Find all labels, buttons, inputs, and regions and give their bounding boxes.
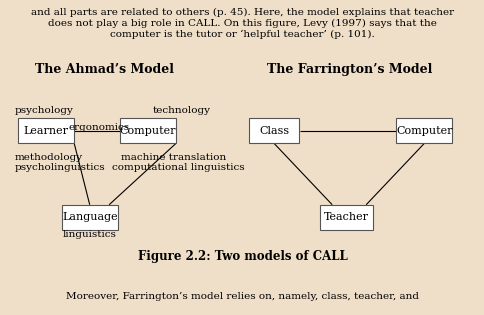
Text: psychology: psychology xyxy=(15,106,73,115)
Text: and all parts are related to others (p. 45). Here, the model explains that teach: and all parts are related to others (p. … xyxy=(31,8,453,17)
Text: Learner: Learner xyxy=(24,126,68,136)
FancyBboxPatch shape xyxy=(61,205,117,230)
FancyBboxPatch shape xyxy=(18,118,74,143)
Text: Class: Class xyxy=(258,126,288,136)
Text: does not play a big role in CALL. On this figure, Levy (1997) says that the: does not play a big role in CALL. On thi… xyxy=(48,19,436,28)
FancyBboxPatch shape xyxy=(395,118,451,143)
Text: The Ahmad’s Model: The Ahmad’s Model xyxy=(35,63,173,76)
Text: linguistics: linguistics xyxy=(62,230,117,239)
Text: Figure 2.2: Two models of CALL: Figure 2.2: Two models of CALL xyxy=(137,250,347,263)
Text: machine translation: machine translation xyxy=(121,153,226,162)
FancyBboxPatch shape xyxy=(319,205,373,230)
Text: technology: technology xyxy=(152,106,211,115)
Text: Moreover, Farrington’s model relies on, namely, class, teacher, and: Moreover, Farrington’s model relies on, … xyxy=(66,292,418,301)
Text: methodology: methodology xyxy=(15,153,82,162)
FancyBboxPatch shape xyxy=(120,118,175,143)
Text: Language: Language xyxy=(62,212,117,222)
Text: Computer: Computer xyxy=(395,126,452,136)
Text: Computer: Computer xyxy=(120,126,176,136)
Text: The Farrington’s Model: The Farrington’s Model xyxy=(266,63,431,76)
Text: Teacher: Teacher xyxy=(324,212,368,222)
FancyBboxPatch shape xyxy=(248,118,299,143)
Text: computational linguistics: computational linguistics xyxy=(111,163,243,172)
Text: ergonomics: ergonomics xyxy=(69,123,130,132)
Text: computer is the tutor or ‘helpful teacher’ (p. 101).: computer is the tutor or ‘helpful teache… xyxy=(110,30,374,39)
Text: psycholinguistics: psycholinguistics xyxy=(15,163,105,172)
